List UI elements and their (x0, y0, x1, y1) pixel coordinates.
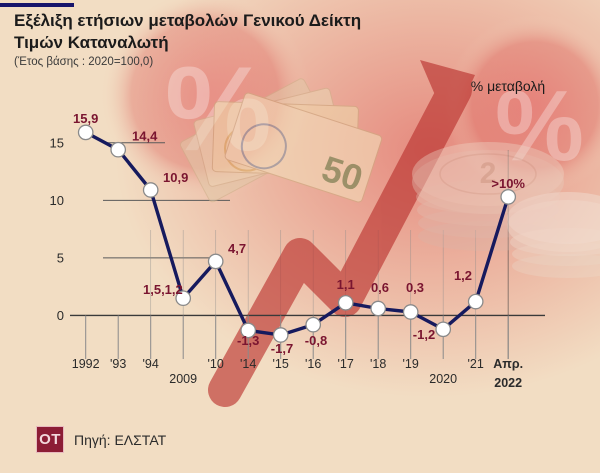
svg-text:'19: '19 (403, 357, 419, 371)
svg-text:-1,2: -1,2 (413, 327, 435, 342)
svg-text:'94: '94 (143, 357, 159, 371)
svg-text:5: 5 (57, 251, 64, 266)
svg-text:>10%: >10% (491, 176, 525, 191)
svg-text:'93: '93 (110, 357, 126, 371)
svg-text:10,9: 10,9 (163, 170, 188, 185)
svg-text:0,3: 0,3 (406, 280, 424, 295)
svg-text:'17: '17 (338, 357, 354, 371)
svg-text:1,2: 1,2 (454, 268, 472, 283)
svg-text:2009: 2009 (169, 372, 197, 386)
svg-text:10: 10 (50, 193, 64, 208)
svg-text:'15: '15 (273, 357, 289, 371)
svg-text:'14: '14 (240, 357, 256, 371)
svg-text:'16: '16 (305, 357, 321, 371)
svg-text:'18: '18 (370, 357, 386, 371)
svg-text:'21: '21 (468, 357, 484, 371)
svg-text:0,6: 0,6 (371, 280, 389, 295)
svg-text:1,1: 1,1 (337, 277, 355, 292)
svg-text:15: 15 (50, 136, 64, 151)
svg-text:-0,8: -0,8 (305, 333, 327, 348)
svg-text:1,5,1,2: 1,5,1,2 (143, 282, 183, 297)
svg-text:% μεταβολή: % μεταβολή (471, 78, 545, 94)
svg-text:-1,3: -1,3 (237, 333, 259, 348)
svg-text:15,9: 15,9 (73, 111, 98, 126)
svg-text:2020: 2020 (429, 372, 457, 386)
svg-text:'10: '10 (208, 357, 224, 371)
svg-text:-1,7: -1,7 (271, 341, 293, 356)
svg-text:14,4: 14,4 (132, 129, 158, 144)
svg-text:1992: 1992 (72, 357, 100, 371)
svg-text:0: 0 (57, 308, 64, 323)
svg-text:Απρ.: Απρ. (493, 357, 523, 371)
svg-text:4,7: 4,7 (228, 241, 246, 256)
svg-text:2022: 2022 (494, 376, 522, 390)
